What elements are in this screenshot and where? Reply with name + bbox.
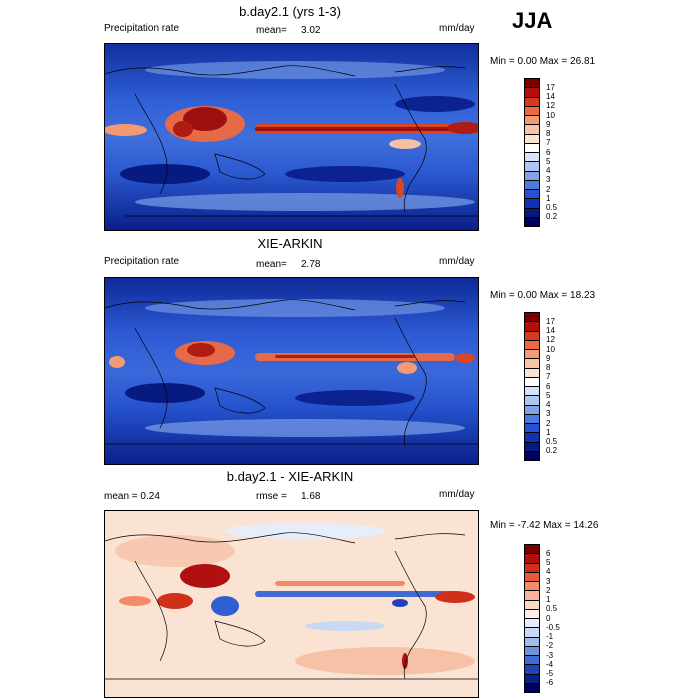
panel-2-colorbar: 17 14 12 10 9 8 7 6 5 4 3 2 1 0.5 0.2 (524, 312, 584, 461)
colorbar-tick-label: -6 (546, 678, 554, 688)
panel-3-rmse-label: rmse = (256, 491, 287, 502)
season-label: JJA (512, 8, 553, 33)
panel-2-variable-label: Precipitation rate (104, 256, 180, 267)
colorbar-tick-label: 17 (546, 316, 555, 326)
panel-3-minmax: Min = -7.42 Max = 14.26 (490, 520, 599, 531)
colorbar-tick-label: 0.2 (546, 446, 558, 456)
colorbar-tick-label: -1 (546, 632, 554, 641)
colorbar-tick-label: 9 (546, 119, 551, 129)
colorbar-tick-label: 1 (546, 193, 551, 203)
panel-1-mean-label: mean= (256, 25, 287, 36)
panel-1-units: mm/day (439, 23, 475, 34)
colorbar-tick-label: -0.5 (546, 622, 560, 632)
panel-3-mean-label: mean = 0.24 (104, 491, 160, 502)
panel-2-mean-label: mean= (256, 259, 287, 270)
colorbar-tick-label: 0.5 (546, 203, 558, 212)
panel-3-colorbar: 6 5 4 3 2 1 0.5 0 -0.5 -1 -2 -3 -4 -5 -6 (524, 544, 584, 693)
colorbar-tick-label: 0.5 (546, 437, 558, 446)
colorbar-tick-label: 17 (546, 82, 555, 92)
colorbar-tick-label: 7 (546, 372, 551, 382)
colorbar-tick-label: 4 (546, 567, 551, 577)
panel-2-units: mm/day (439, 256, 475, 267)
colorbar-tick-label: 7 (546, 138, 551, 148)
colorbar-tick-label: 10 (546, 344, 555, 354)
colorbar-tick-label: 3 (546, 175, 551, 185)
colorbar-tick-label: 2 (546, 418, 551, 428)
colorbar-tick-label: 12 (546, 335, 555, 345)
panel-2-mean-value: 2.78 (301, 259, 321, 270)
colorbar-tick-label: 3 (546, 409, 551, 419)
colorbar-tick-label: 2 (546, 585, 551, 595)
panel-2-title: XIE-ARKIN (257, 236, 323, 251)
colorbar-swatch (524, 216, 540, 227)
colorbar-tick-label: 9 (546, 353, 551, 363)
panel-3-title: b.day2.1 - XIE-ARKIN (226, 469, 354, 484)
colorbar-tick-label: 0 (546, 613, 551, 623)
colorbar-tick-label: 6 (546, 381, 551, 391)
colorbar-tick-label: 1 (546, 427, 551, 437)
colorbar-tick-label: 14 (546, 326, 555, 335)
colorbar-tick-label: 0.2 (546, 212, 558, 222)
colorbar-tick-label: -4 (546, 659, 554, 669)
panel-2-map (104, 277, 479, 465)
panel-1-title: b.day2.1 (yrs 1-3) (239, 4, 341, 19)
colorbar-tick-label: 10 (546, 110, 555, 120)
colorbar-tick-label: 5 (546, 156, 551, 166)
colorbar-tick-label: -2 (546, 641, 554, 651)
panel-1-colorbar: 17 14 12 10 9 8 7 6 5 4 3 2 1 0.5 0.2 (524, 78, 584, 227)
colorbar-tick-label: -5 (546, 669, 554, 678)
colorbar-tick-label: 8 (546, 363, 551, 372)
panel-1-mean-value: 3.02 (301, 25, 321, 36)
colorbar-tick-label: 1 (546, 595, 551, 604)
panel-3-units: mm/day (439, 489, 475, 500)
colorbar-tick-label: 2 (546, 184, 551, 194)
colorbar-tick-label: 8 (546, 129, 551, 138)
colorbar-tick-label: 4 (546, 166, 551, 175)
colorbar-swatch (524, 450, 540, 461)
panel-1-minmax: Min = 0.00 Max = 26.81 (490, 56, 596, 67)
colorbar-tick-label: 6 (546, 548, 551, 558)
colorbar-tick-label: 4 (546, 400, 551, 409)
colorbar-tick-label: 3 (546, 576, 551, 586)
panel-1-map (104, 43, 479, 231)
colorbar-tick-label: -3 (546, 650, 554, 660)
panel-3-map (104, 510, 479, 698)
colorbar-tick-label: 12 (546, 101, 555, 111)
colorbar-tick-label: 6 (546, 147, 551, 157)
colorbar-tick-label: 5 (546, 390, 551, 400)
colorbar-tick-label: 5 (546, 558, 551, 567)
panel-2-minmax: Min = 0.00 Max = 18.23 (490, 290, 596, 301)
colorbar-swatch (524, 682, 540, 693)
panel-3-rmse-value: 1.68 (301, 491, 321, 502)
panel-1-variable-label: Precipitation rate (104, 23, 180, 34)
colorbar-tick-label: 14 (546, 92, 555, 101)
colorbar-tick-label: 0.5 (546, 604, 558, 614)
